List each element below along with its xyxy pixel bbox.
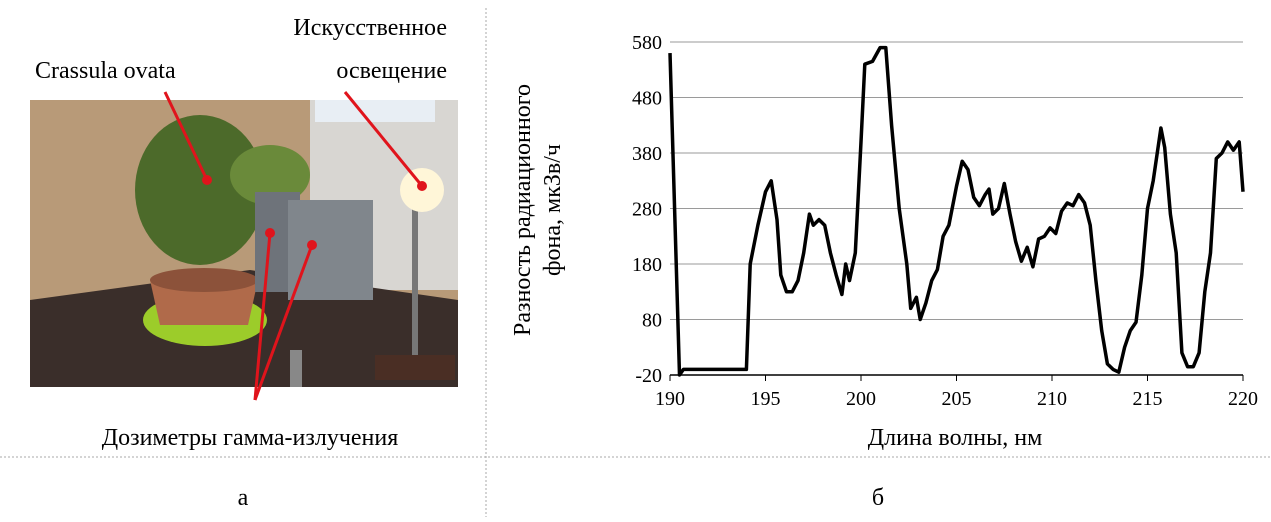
stand xyxy=(290,350,302,387)
lamp-base xyxy=(375,355,455,380)
pointer-dot xyxy=(307,240,317,250)
plot: -20 80 180 280 380 480 580 190 195 200 205 210 215 22… xyxy=(632,32,1258,410)
y-tick-label: 380 xyxy=(632,143,662,165)
y-tick-label: -20 xyxy=(635,365,662,387)
x-tick-label: 195 xyxy=(751,388,781,410)
x-tick-label: 220 xyxy=(1228,388,1258,410)
data-line xyxy=(670,48,1243,375)
x-tick-label: 205 xyxy=(942,388,972,410)
x-tick-label: 210 xyxy=(1037,388,1067,410)
figure: Crassula ovata Искусственное освещение Д… xyxy=(0,0,1271,517)
y-tick-label: 580 xyxy=(632,32,662,54)
pointer-dot xyxy=(202,175,212,185)
caption: а xyxy=(238,485,249,511)
pointer-dot xyxy=(265,228,275,238)
pointer-dot xyxy=(417,181,427,191)
pot-rim xyxy=(150,268,258,292)
x-tick-label: 200 xyxy=(846,388,876,410)
photo-label: Crassula ovata xyxy=(35,58,176,84)
x-tick-label: 190 xyxy=(655,388,685,410)
x-tick-label: 215 xyxy=(1133,388,1163,410)
photo: Crassula ovata Искусственное освещение Д… xyxy=(30,15,458,451)
y-axis-title: Разность радиационного xyxy=(510,84,536,336)
dosimeter xyxy=(288,200,373,300)
photo-label: Искусственное xyxy=(293,15,447,41)
y-tick-label: 80 xyxy=(642,310,662,332)
caption: б xyxy=(872,485,884,511)
lamp-stand xyxy=(412,200,418,365)
y-tick-label: 280 xyxy=(632,199,662,221)
photo-label: освещение xyxy=(336,58,447,84)
x-axis-title: Длина волны, нм xyxy=(868,425,1043,451)
photo-label: Дозиметры гамма-излучения xyxy=(102,425,399,451)
y-axis-title: фона, мкЗв/ч xyxy=(540,144,566,276)
calendar xyxy=(315,100,435,122)
y-tick-label: 480 xyxy=(632,88,662,110)
y-tick-label: 180 xyxy=(632,254,662,276)
page: Crassula ovata Искусственное освещение Д… xyxy=(0,0,1271,517)
